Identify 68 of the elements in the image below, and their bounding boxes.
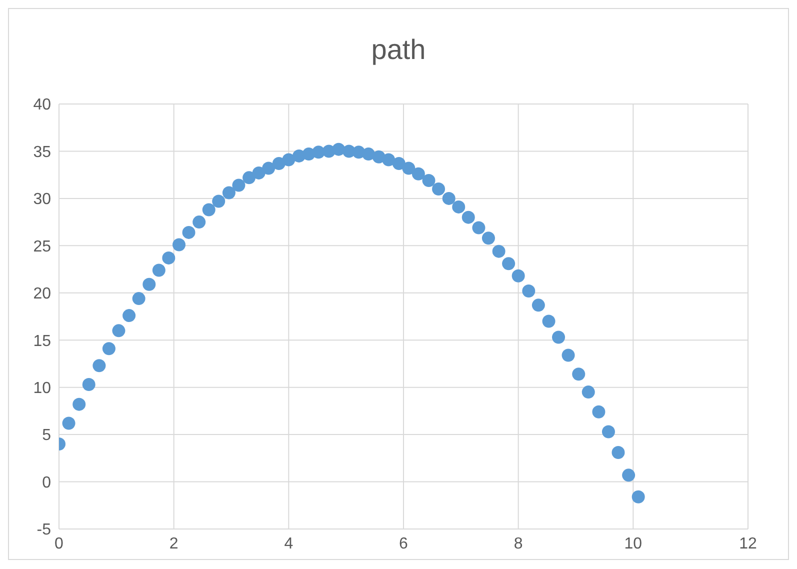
y-tick-label: 10 (33, 380, 52, 398)
point (252, 166, 266, 180)
point (482, 232, 495, 245)
point (592, 405, 606, 418)
point (452, 200, 466, 214)
chart-title: path (370, 33, 427, 67)
y-tick-label: 20 (33, 286, 52, 303)
point (72, 398, 86, 411)
y-tick-label: -5 (36, 522, 52, 539)
x-tick-label: 10 (624, 535, 642, 552)
y-tick-label: 25 (33, 238, 52, 256)
point (332, 142, 346, 156)
point (432, 182, 446, 196)
y-tick-label: 5 (42, 427, 52, 444)
y-tick-label: 40 (33, 96, 52, 114)
point (382, 153, 396, 166)
point (262, 162, 276, 175)
point (612, 446, 625, 459)
y-tick-label: 0 (42, 474, 52, 492)
point (422, 174, 436, 187)
point (192, 216, 206, 229)
x-tick-label: 8 (514, 535, 523, 552)
point (442, 192, 456, 205)
x-tick-label: 6 (399, 535, 408, 552)
point (152, 264, 166, 277)
point (522, 284, 536, 298)
y-tick-label: 35 (33, 144, 52, 161)
point (622, 468, 636, 482)
point (182, 226, 196, 239)
x-tick-label: 0 (54, 535, 64, 552)
x-tick-label: 4 (284, 535, 294, 552)
point (502, 257, 516, 270)
point (462, 210, 475, 224)
point (402, 162, 416, 175)
point (82, 378, 96, 391)
point (112, 324, 126, 338)
point (532, 298, 545, 312)
point (582, 386, 595, 399)
y-tick-label: 15 (33, 332, 52, 350)
point (172, 238, 186, 252)
point (552, 330, 566, 344)
point (122, 309, 136, 322)
point (602, 425, 615, 438)
point (282, 153, 296, 166)
point (142, 278, 156, 291)
point (492, 244, 506, 258)
point (572, 368, 586, 381)
point (632, 490, 645, 504)
x-tick-label: 12 (739, 535, 757, 552)
point (242, 171, 256, 184)
x-tick-label: 2 (169, 535, 178, 552)
point (232, 178, 246, 192)
point (202, 203, 216, 216)
point (102, 342, 116, 356)
point (212, 194, 226, 208)
point (512, 269, 525, 282)
point (222, 186, 236, 200)
point (162, 251, 176, 264)
point (412, 167, 425, 180)
point (362, 148, 375, 161)
point (62, 416, 76, 430)
point (542, 314, 556, 328)
y-tick-label: 30 (33, 191, 52, 208)
point (472, 221, 486, 234)
point (92, 359, 106, 372)
point (562, 348, 575, 362)
point (392, 157, 406, 170)
point (132, 292, 146, 306)
